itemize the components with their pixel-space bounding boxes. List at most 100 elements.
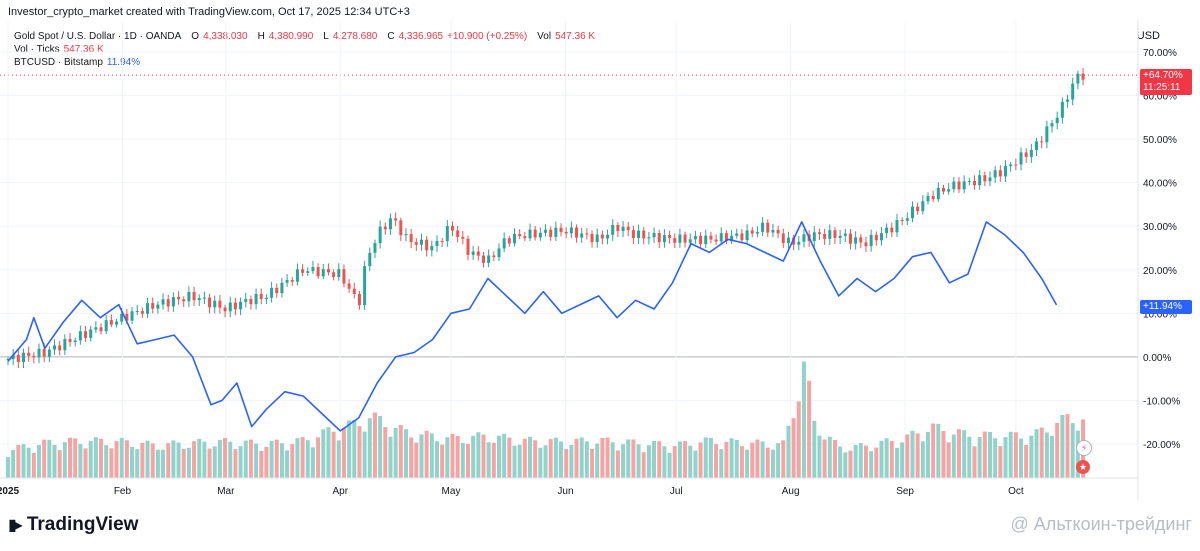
gold-candle — [678, 234, 682, 243]
currency-label[interactable]: USD — [1136, 30, 1160, 42]
volume-bar — [321, 429, 326, 478]
gold-candle — [1014, 164, 1018, 166]
gold-candle — [332, 272, 336, 277]
volume-bar — [827, 436, 832, 478]
gold-candle — [425, 239, 429, 251]
tradingview-logo[interactable]: ▮▸ TradingView — [8, 514, 138, 536]
legend-row-gold[interactable]: Gold Spot / U.S. Dollar · 1D · OANDA O 4,… — [14, 30, 595, 43]
volume-bar — [16, 445, 21, 478]
volume-bar — [993, 438, 998, 478]
gold-candle — [637, 230, 641, 239]
volume-bar — [124, 440, 129, 478]
volume-bar — [264, 446, 269, 478]
gold-candle — [1071, 83, 1075, 100]
volume-bar — [884, 438, 889, 478]
gold-candle — [182, 299, 186, 302]
gold-candle — [621, 226, 625, 232]
volume-bar — [326, 427, 331, 478]
gold-candle — [812, 232, 816, 242]
legend-open-label: O — [191, 31, 200, 42]
volume-bar — [212, 446, 217, 478]
volume-bar — [755, 439, 760, 478]
volume-bar — [223, 437, 228, 478]
volume-bar — [688, 445, 693, 478]
volume-bar — [724, 441, 729, 478]
gold-candle — [456, 230, 460, 237]
gold-candle — [466, 238, 470, 255]
gold-candle — [378, 226, 382, 244]
legend-volume-name: Vol · Ticks — [14, 44, 60, 55]
gold-candle — [580, 233, 584, 238]
y-tick-label: 70.00% — [1143, 48, 1177, 59]
volume-bar — [1019, 438, 1024, 478]
volume-bar — [419, 434, 424, 478]
volume-bar — [1008, 431, 1013, 478]
volume-bar — [37, 444, 42, 478]
gold-candle — [1024, 152, 1028, 157]
us-flag-icon[interactable]: ★ — [1076, 460, 1090, 474]
volume-bar — [1065, 414, 1070, 478]
gold-candle — [414, 242, 418, 245]
volume-bar — [316, 437, 321, 478]
gold-candle — [275, 287, 279, 294]
flash-icon[interactable]: ⚡ — [1076, 440, 1092, 456]
legend-vol-value: 547.36 K — [555, 31, 596, 42]
x-tick-label: Mar — [217, 486, 235, 497]
gold-candle — [761, 222, 765, 232]
legend-row-volume[interactable]: Vol · Ticks 547.36 K — [14, 43, 595, 56]
gold-last-value-badge: +64.70% 11:25:11 — [1140, 69, 1192, 95]
time-axis-labels: 2025 Feb Mar Apr May Jun Jul Aug Sep Oct — [0, 486, 1024, 497]
volume-bar — [708, 437, 713, 478]
legend-low-value: 4,278.680 — [332, 31, 378, 42]
volume-bar — [807, 380, 812, 478]
gold-candle — [104, 320, 108, 332]
gold-candle — [905, 218, 909, 221]
gold-candle — [869, 234, 873, 247]
gold-candle — [476, 251, 480, 256]
gold-candle — [368, 252, 372, 267]
volume-bar — [745, 449, 750, 478]
gold-candle — [848, 233, 852, 244]
gold-candle — [590, 233, 594, 243]
volume-bar — [78, 444, 83, 478]
gold-candle — [792, 237, 796, 245]
volume-bar — [770, 449, 775, 478]
volume-bar — [119, 437, 124, 478]
gold-candle — [192, 291, 196, 301]
gold-candle — [502, 238, 506, 249]
volume-bar — [367, 418, 372, 478]
volume-bar — [290, 444, 295, 478]
gold-candle — [823, 234, 827, 239]
gold-candle — [879, 233, 883, 241]
volume-bar — [388, 436, 393, 478]
btc-badge-value: +11.94% — [1143, 301, 1183, 312]
volume-bar — [626, 439, 631, 478]
grid-lines — [0, 22, 1138, 478]
volume-bar — [858, 443, 863, 478]
x-tick-label: May — [442, 486, 461, 497]
gold-candle — [32, 355, 36, 358]
volume-bar — [171, 440, 176, 478]
volume-bar — [1060, 414, 1065, 478]
volume-bar — [957, 429, 962, 478]
gold-candle — [244, 298, 248, 302]
volume-bar — [641, 452, 646, 478]
legend-row-btc[interactable]: BTCUSD · Bitstamp 11.94% — [14, 56, 595, 69]
volume-bar — [812, 420, 817, 478]
volume-bar — [543, 445, 548, 478]
gold-candle — [228, 302, 232, 312]
gold-candle — [575, 227, 579, 238]
gold-candle — [68, 338, 72, 343]
volume-bar — [621, 444, 626, 478]
volume-bar — [465, 443, 470, 478]
gold-candle — [673, 238, 677, 243]
volume-bar — [1034, 429, 1039, 478]
volume-bar — [305, 440, 310, 478]
gold-candle — [973, 180, 977, 186]
gold-candle — [507, 238, 511, 244]
gold-candle — [130, 311, 134, 321]
volume-bar — [584, 441, 589, 478]
volume-bar — [52, 444, 57, 478]
volume-bar — [796, 401, 801, 478]
